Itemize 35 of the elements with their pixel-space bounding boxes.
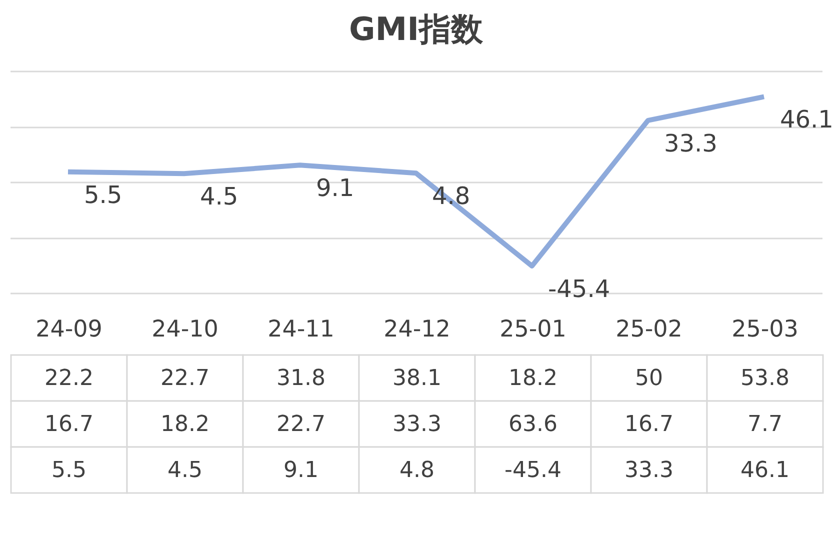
data-label: -45.4 bbox=[548, 274, 610, 303]
data-label: 9.1 bbox=[316, 174, 354, 202]
data-label: 33.3 bbox=[624, 458, 674, 483]
data-label: 18.2 bbox=[508, 366, 558, 391]
data-label: 22.7 bbox=[276, 412, 326, 437]
data-label: 7.7 bbox=[748, 412, 782, 437]
x-tick-label: 25-03 bbox=[732, 316, 798, 342]
data-label: -45.4 bbox=[504, 458, 562, 483]
data-label: 4.5 bbox=[168, 458, 202, 483]
data-label: 4.5 bbox=[200, 182, 238, 211]
x-tick-label: 24-12 bbox=[384, 316, 450, 342]
data-label: 50 bbox=[635, 366, 663, 391]
data-label: 5.5 bbox=[84, 180, 122, 209]
data-label: 53.8 bbox=[740, 366, 790, 391]
chart-title: GMI指数 bbox=[348, 10, 484, 48]
data-label: 33.3 bbox=[664, 129, 718, 158]
data-label: 33.3 bbox=[392, 412, 442, 437]
data-label: 46.1 bbox=[740, 458, 790, 483]
data-label: 9.1 bbox=[284, 458, 318, 483]
x-tick-label: 24-10 bbox=[152, 316, 218, 342]
data-label: 5.5 bbox=[52, 458, 86, 483]
x-tick-label: 24-09 bbox=[36, 316, 102, 342]
data-label: 38.1 bbox=[392, 366, 442, 391]
data-label: 63.6 bbox=[508, 412, 558, 437]
x-tick-label: 25-01 bbox=[500, 316, 566, 342]
data-label: 31.8 bbox=[276, 366, 326, 391]
x-tick-label: 25-02 bbox=[616, 316, 682, 342]
data-label: 22.7 bbox=[160, 366, 210, 391]
data-label: 18.2 bbox=[160, 412, 210, 437]
x-tick-label: 24-11 bbox=[268, 316, 334, 342]
data-label: 16.7 bbox=[44, 412, 94, 437]
data-label: 22.2 bbox=[44, 366, 94, 391]
data-label: 46.1 bbox=[780, 106, 832, 134]
data-label: 16.7 bbox=[624, 412, 674, 437]
data-label: 4.8 bbox=[400, 458, 434, 483]
